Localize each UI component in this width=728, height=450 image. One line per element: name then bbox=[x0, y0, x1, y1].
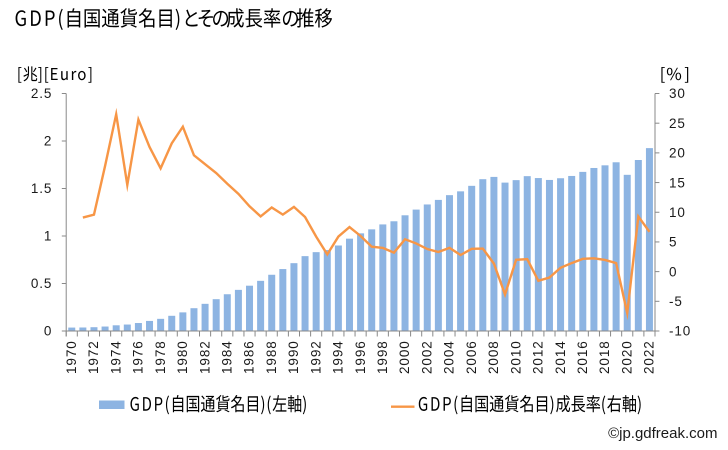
svg-text:0.5: 0.5 bbox=[31, 276, 52, 291]
svg-text:2020: 2020 bbox=[619, 340, 634, 374]
svg-text:2018: 2018 bbox=[597, 340, 612, 374]
svg-text:2006: 2006 bbox=[464, 340, 479, 374]
svg-text:0: 0 bbox=[669, 264, 677, 279]
svg-text:5: 5 bbox=[669, 235, 677, 250]
svg-text:2016: 2016 bbox=[575, 340, 590, 374]
svg-text:2022: 2022 bbox=[642, 340, 657, 374]
svg-text:1996: 1996 bbox=[353, 340, 368, 374]
svg-text:1.5: 1.5 bbox=[31, 181, 52, 196]
svg-text:2010: 2010 bbox=[508, 340, 523, 374]
svg-text:1994: 1994 bbox=[331, 340, 346, 374]
svg-text:1990: 1990 bbox=[286, 340, 301, 374]
svg-text:1970: 1970 bbox=[64, 340, 79, 374]
svg-text:20: 20 bbox=[669, 146, 686, 161]
svg-text:25: 25 bbox=[669, 116, 686, 131]
svg-text:1988: 1988 bbox=[264, 340, 279, 374]
svg-text:1: 1 bbox=[44, 229, 52, 244]
svg-text:2000: 2000 bbox=[397, 340, 412, 374]
svg-text:2012: 2012 bbox=[531, 340, 546, 374]
svg-text:1986: 1986 bbox=[242, 340, 257, 374]
svg-text:30: 30 bbox=[669, 86, 686, 101]
svg-text:1984: 1984 bbox=[219, 340, 234, 374]
svg-text:-5: -5 bbox=[669, 294, 683, 309]
svg-text:1998: 1998 bbox=[375, 340, 390, 374]
svg-text:1980: 1980 bbox=[175, 340, 190, 374]
svg-text:1992: 1992 bbox=[308, 340, 323, 374]
svg-text:-10: -10 bbox=[669, 324, 691, 339]
svg-text:2002: 2002 bbox=[419, 340, 434, 374]
svg-text:10: 10 bbox=[669, 205, 686, 220]
svg-text:1978: 1978 bbox=[153, 340, 168, 374]
svg-text:15: 15 bbox=[669, 175, 686, 190]
svg-text:1972: 1972 bbox=[86, 340, 101, 374]
svg-text:1982: 1982 bbox=[197, 340, 212, 374]
svg-text:1976: 1976 bbox=[131, 340, 146, 374]
svg-text:1974: 1974 bbox=[108, 340, 123, 374]
svg-text:2004: 2004 bbox=[442, 340, 457, 374]
svg-text:2014: 2014 bbox=[553, 340, 568, 374]
svg-text:0: 0 bbox=[44, 324, 52, 339]
svg-text:2.5: 2.5 bbox=[31, 86, 52, 101]
svg-text:2008: 2008 bbox=[486, 340, 501, 374]
svg-text:2: 2 bbox=[44, 134, 52, 149]
svg-text:©jp.gdfreak.com: ©jp.gdfreak.com bbox=[608, 425, 717, 442]
